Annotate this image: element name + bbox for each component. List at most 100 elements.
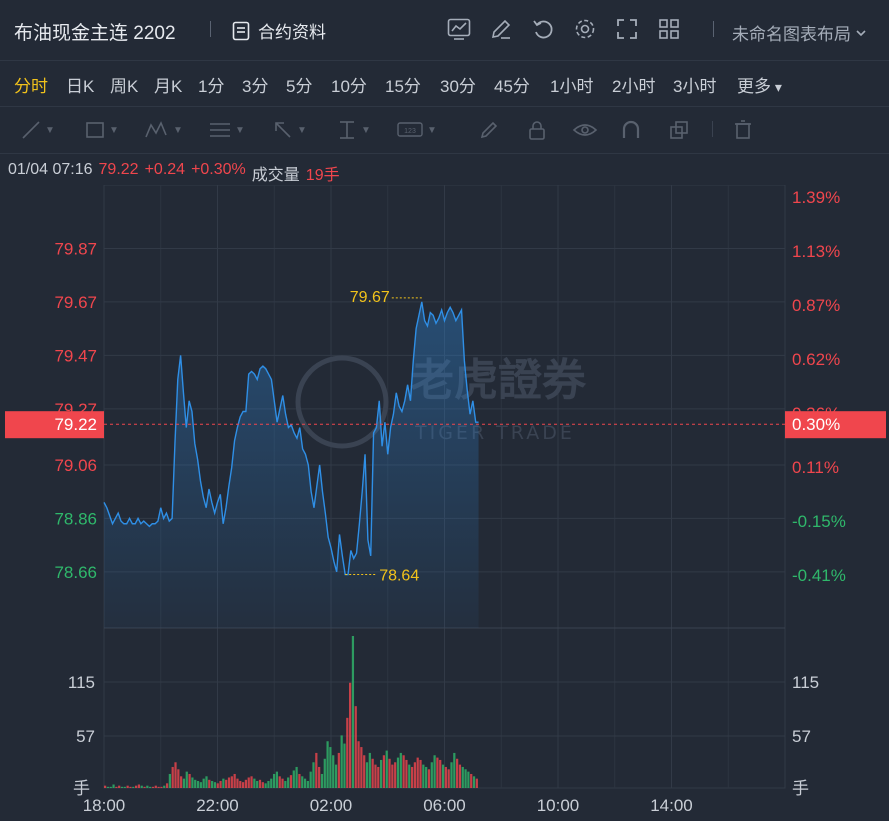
x-axis-tick: 02:00 [310,796,353,815]
period-tab[interactable]: 10分 [331,77,367,96]
volume-axis-tick-right: 57 [792,727,811,746]
brush-tool[interactable] [478,119,500,141]
volume-bar [464,769,467,788]
volume-bar [132,786,135,788]
lock-icon [529,121,545,140]
magnet-tool[interactable] [620,119,642,141]
period-tab[interactable]: 周K [110,77,139,96]
volume-unit-left: 手 [73,779,90,799]
volume-bar [410,766,414,788]
contract-info-button[interactable]: 合约资料 [232,18,326,43]
volume-bar [225,779,228,788]
volume-bar [306,780,309,788]
volume-bar [332,755,335,788]
volume-bar [123,786,126,788]
eye-icon [572,124,598,136]
volume-bar [134,785,138,788]
volume-bar [216,783,219,788]
reset-icon[interactable] [530,16,556,42]
period-tab[interactable]: 3小时 [673,77,717,96]
volume-bar [270,778,273,788]
document-icon [232,21,250,40]
svg-text:123: 123 [404,128,416,135]
rectangle-tool[interactable]: ▼ [84,119,119,141]
left-axis-tick: 79.87 [54,239,97,258]
right-axis-tick: 0.62% [792,350,840,369]
chart-type-icon[interactable] [446,16,472,42]
volume-bar [405,759,408,788]
low-label: 78.64 [379,568,419,585]
volume-bar [211,780,214,788]
period-tab[interactable]: 分时 [14,77,48,96]
volume-bar [154,785,157,788]
period-tab[interactable]: 45分 [494,77,530,96]
volume-bar [264,783,267,788]
drawing-toolbar: ▼ ▼ ▼ ▼ ▼ ▼ 123 ▼ [0,106,889,154]
volume-bar [458,764,462,788]
pattern-tool[interactable]: ▼ [144,119,183,141]
volume-bar [295,766,298,788]
grid-layout-icon[interactable] [656,16,682,42]
layout-selector[interactable]: 未命名图表布局 [732,20,867,45]
arrow-tool[interactable]: ▼ [272,119,307,141]
fullscreen-icon[interactable] [614,16,640,42]
volume-bar [461,766,464,788]
period-tab[interactable]: 更多 ▾ [737,77,782,96]
volume-bar [236,778,239,788]
volume-bar [447,769,450,788]
volume-bar [357,741,360,788]
period-tab[interactable]: 2小时 [612,77,656,96]
clone-tool[interactable] [668,119,690,141]
visibility-tool[interactable] [572,119,598,141]
fibonacci-tool[interactable]: ▼ [208,119,245,141]
volume-bar [450,762,453,788]
volume-bar [351,636,355,788]
period-tab[interactable]: 月K [154,77,183,96]
period-tab[interactable]: 5分 [286,77,313,96]
volume-bar [188,773,191,788]
volume-bar [326,741,329,788]
volume-bar [140,785,143,788]
volume-bar [185,771,188,788]
trend-line-tool[interactable]: ▼ [20,119,55,141]
volume-bar [379,759,383,788]
volume-bar [272,773,276,788]
volume-bar [104,785,107,788]
volume-axis-tick-left: 57 [76,727,95,746]
volume-bar [205,776,208,788]
volume-bar [365,762,369,788]
volume-bar [394,762,397,788]
volume-bar [177,769,180,788]
text-label-tool[interactable]: 123 ▼ [396,119,437,141]
delete-tool[interactable] [732,119,754,141]
measure-tool[interactable]: ▼ [336,119,371,141]
period-tab[interactable]: 日K [66,77,95,96]
volume-bar [346,717,349,788]
volume-bar [202,778,205,788]
trash-icon [735,120,751,139]
volume-bar [312,762,315,788]
volume-bar [422,764,425,788]
volume-bar [315,752,318,788]
settings-gear-icon[interactable] [572,16,598,42]
period-tab[interactable]: 30分 [440,77,476,96]
volume-bar [253,778,256,788]
volume-bar [292,770,295,788]
edit-icon[interactable] [488,16,514,42]
volume-bar [354,706,357,788]
lock-tool[interactable] [526,119,548,141]
line-icon [22,121,40,139]
period-tab[interactable]: 15分 [385,77,421,96]
volume-bar [168,773,171,788]
volume-bar [430,762,433,788]
volume-bar [343,743,346,788]
volume-bar [222,778,225,788]
period-tab[interactable]: 3分 [242,77,269,96]
instrument-title[interactable]: 布油现金主连 2202 [14,23,176,44]
volume-bar [275,771,279,788]
period-tab[interactable]: 1分 [198,77,225,96]
volume-bar [402,755,405,788]
volume-bar [247,777,250,788]
period-tab[interactable]: 1小时 [550,77,594,96]
